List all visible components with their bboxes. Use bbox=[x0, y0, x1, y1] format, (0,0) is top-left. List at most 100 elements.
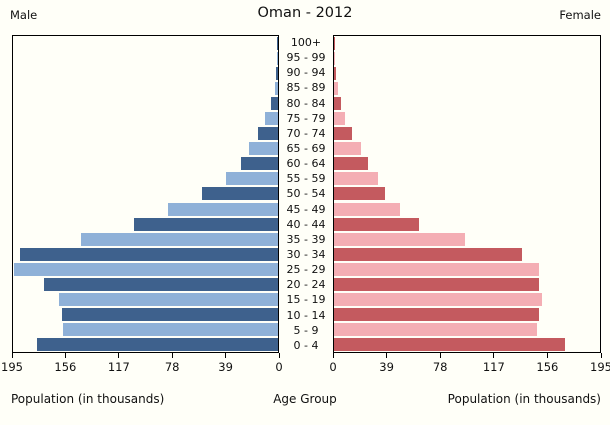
female-bar-10-14 bbox=[334, 307, 539, 321]
male-bar-75-79 bbox=[265, 112, 278, 126]
tick-mark bbox=[546, 353, 548, 358]
male-bar-45-49 bbox=[167, 202, 278, 216]
male-bar-row-5-9 bbox=[13, 322, 278, 337]
male-series-label: Male bbox=[10, 8, 38, 22]
male-bar-row-0-4 bbox=[13, 337, 278, 352]
female-bar-row-30-34 bbox=[334, 247, 600, 262]
female-bar-row-80-84 bbox=[334, 96, 600, 111]
tick-mark bbox=[64, 353, 66, 358]
female-bar-60-64 bbox=[334, 157, 369, 171]
male-bar-15-19 bbox=[59, 292, 278, 306]
tick-label-78: 78 bbox=[432, 360, 448, 374]
female-bar-row-85-89 bbox=[334, 81, 600, 96]
male-bar-80-84 bbox=[271, 97, 278, 111]
tick-label-117: 117 bbox=[482, 360, 505, 374]
female-bar-row-40-44 bbox=[334, 217, 600, 232]
age-group-axis: 100+ 95 - 99 90 - 94 85 - 89 80 - 84 75 - 79 7… bbox=[279, 35, 333, 353]
tick-mark bbox=[600, 353, 602, 358]
chart-title: Oman - 2012 bbox=[257, 5, 353, 21]
male-bar-row-80-84 bbox=[13, 96, 278, 111]
age-group-label-100plus: 100+ bbox=[290, 36, 322, 50]
male-bar-70-74 bbox=[257, 127, 278, 141]
age-group-label-10-14: 10 - 14 bbox=[286, 308, 326, 322]
female-x-axis: 0 39 78 117 156 195 bbox=[329, 353, 610, 379]
age-group-label-70-74: 70 - 74 bbox=[286, 126, 326, 140]
male-bar-row-30-34 bbox=[13, 247, 278, 262]
male-bar-row-100plus bbox=[13, 36, 278, 51]
age-group-label-65-69: 65 - 69 bbox=[286, 142, 326, 156]
male-bar-row-40-44 bbox=[13, 217, 278, 232]
male-bar-row-90-94 bbox=[13, 66, 278, 81]
female-bar-row-60-64 bbox=[334, 156, 600, 171]
female-bar-30-34 bbox=[334, 247, 523, 261]
male-bar-90-94 bbox=[276, 67, 278, 81]
male-bar-row-65-69 bbox=[13, 141, 278, 156]
female-bar-45-49 bbox=[334, 202, 401, 216]
male-bar-row-85-89 bbox=[13, 81, 278, 96]
tick-mark bbox=[11, 353, 13, 358]
male-bar-55-59 bbox=[226, 172, 278, 186]
tick-label-39: 39 bbox=[218, 360, 233, 374]
tick-mark bbox=[225, 353, 227, 358]
male-bar-100plus bbox=[277, 37, 278, 51]
female-bar-row-70-74 bbox=[334, 126, 600, 141]
female-bar-90-94 bbox=[334, 67, 336, 81]
male-bar-95-99 bbox=[277, 52, 278, 66]
female-bar-row-90-94 bbox=[334, 66, 600, 81]
tick-mark bbox=[171, 353, 173, 358]
male-bar-row-60-64 bbox=[13, 156, 278, 171]
age-group-label-85-89: 85 - 89 bbox=[286, 81, 326, 95]
age-group-label-90-94: 90 - 94 bbox=[286, 66, 326, 80]
female-bar-50-54 bbox=[334, 187, 386, 201]
female-bar-65-69 bbox=[334, 142, 362, 156]
tick-label-0: 0 bbox=[275, 360, 283, 374]
male-bar-row-45-49 bbox=[13, 202, 278, 217]
age-group-label-75-79: 75 - 79 bbox=[286, 111, 326, 125]
male-bar-row-70-74 bbox=[13, 126, 278, 141]
male-bar-row-20-24 bbox=[13, 277, 278, 292]
tick-label-117: 117 bbox=[107, 360, 130, 374]
female-bar-row-15-19 bbox=[334, 292, 600, 307]
tick-label-195: 195 bbox=[590, 360, 610, 374]
male-bar-row-35-39 bbox=[13, 232, 278, 247]
age-group-label-25-29: 25 - 29 bbox=[286, 263, 326, 277]
female-bar-80-84 bbox=[334, 97, 341, 111]
tick-mark bbox=[493, 353, 495, 358]
female-bar-85-89 bbox=[334, 82, 338, 96]
male-bar-30-34 bbox=[19, 247, 278, 261]
age-group-label-35-39: 35 - 39 bbox=[286, 232, 326, 246]
male-bar-50-54 bbox=[201, 187, 278, 201]
age-group-label-95-99: 95 - 99 bbox=[286, 51, 326, 65]
age-group-label-30-34: 30 - 34 bbox=[286, 248, 326, 262]
female-bar-0-4 bbox=[334, 337, 565, 351]
age-group-label-45-49: 45 - 49 bbox=[286, 202, 326, 216]
male-bar-60-64 bbox=[240, 157, 278, 171]
male-axis-caption: Population (in thousands) bbox=[11, 392, 165, 406]
tick-mark bbox=[332, 353, 334, 358]
female-bar-row-5-9 bbox=[334, 322, 600, 337]
female-bar-row-50-54 bbox=[334, 186, 600, 201]
female-bar-row-0-4 bbox=[334, 337, 600, 352]
male-x-axis: 195 156 117 78 39 0 bbox=[1, 353, 283, 379]
tick-label-0: 0 bbox=[329, 360, 337, 374]
female-bar-row-20-24 bbox=[334, 277, 600, 292]
male-bar-40-44 bbox=[133, 217, 278, 231]
male-bar-row-95-99 bbox=[13, 51, 278, 66]
male-bar-row-55-59 bbox=[13, 171, 278, 186]
age-group-label-60-64: 60 - 64 bbox=[286, 157, 326, 171]
female-bar-row-65-69 bbox=[334, 141, 600, 156]
female-axis-caption: Population (in thousands) bbox=[447, 392, 601, 406]
female-bar-70-74 bbox=[334, 127, 353, 141]
age-group-label-50-54: 50 - 54 bbox=[286, 187, 326, 201]
age-group-label-20-24: 20 - 24 bbox=[286, 278, 326, 292]
tick-label-78: 78 bbox=[164, 360, 180, 374]
male-bar-5-9 bbox=[63, 322, 278, 336]
female-bar-75-79 bbox=[334, 112, 345, 126]
age-group-label-80-84: 80 - 84 bbox=[286, 96, 326, 110]
age-group-caption: Age Group bbox=[273, 392, 337, 406]
female-bar-95-99 bbox=[334, 52, 335, 66]
tick-label-156: 156 bbox=[536, 360, 559, 374]
male-bar-row-50-54 bbox=[13, 186, 278, 201]
female-bar-row-45-49 bbox=[334, 202, 600, 217]
female-bar-100plus bbox=[334, 37, 335, 51]
